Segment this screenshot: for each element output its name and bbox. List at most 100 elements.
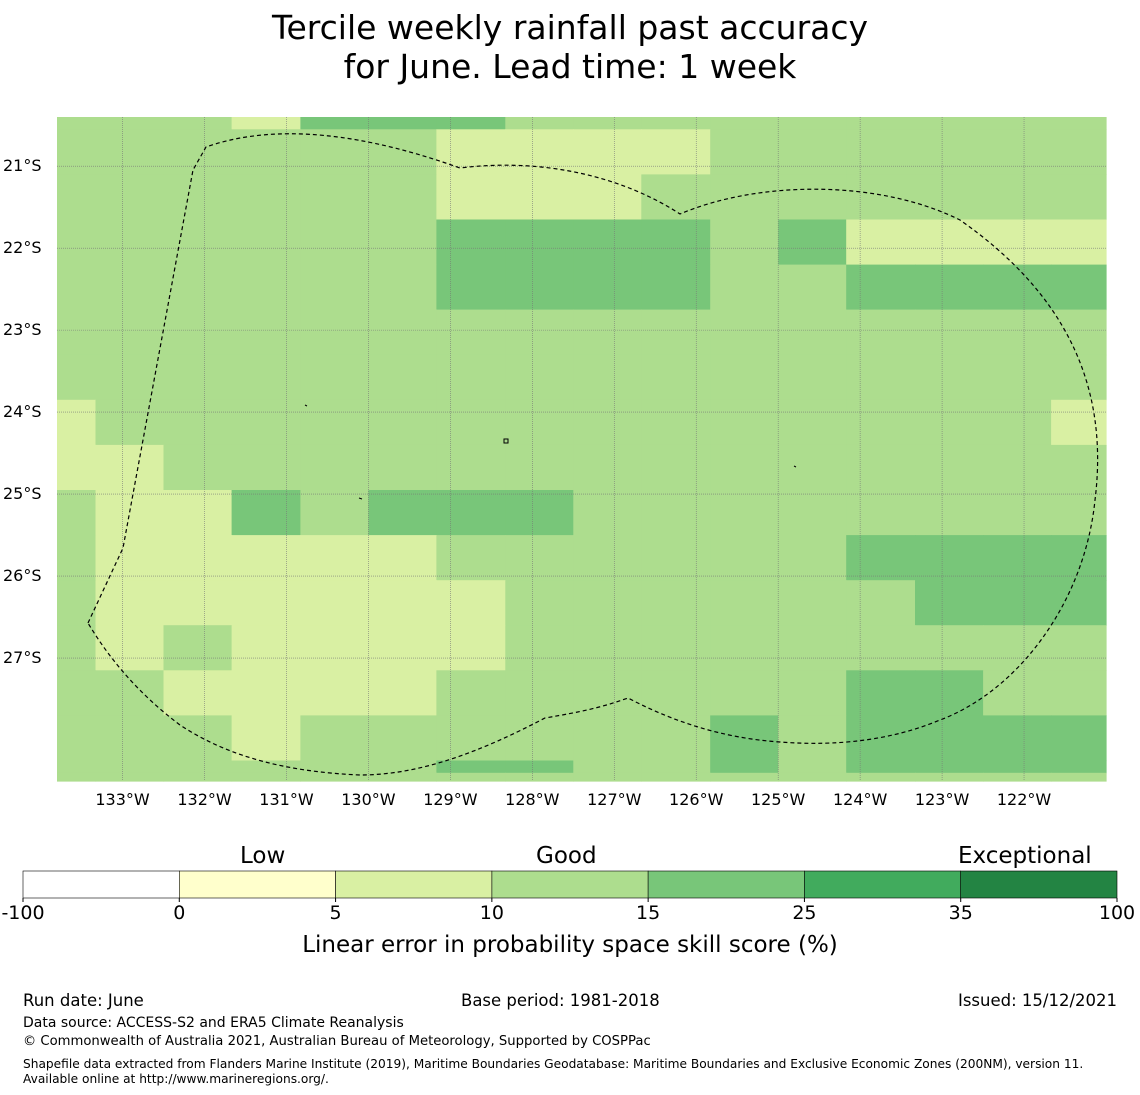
colorbar-swatch [960, 870, 1118, 899]
grid-cell [710, 490, 779, 536]
longitude-label: 126°W [669, 790, 724, 809]
colorbar-tick-label: 15 [636, 902, 661, 924]
grid-cell [163, 772, 233, 782]
grid-cell [778, 490, 847, 536]
grid-cell [983, 625, 1052, 671]
copyright: © Commonwealth of Australia 2021, Austra… [23, 1034, 651, 1049]
grid-cell [778, 580, 847, 626]
grid-cell [1051, 490, 1107, 536]
grid-cell [231, 219, 301, 266]
grid-cell [983, 670, 1052, 716]
title-line-2: for June. Lead time: 1 week [343, 47, 797, 86]
grid-cell [778, 264, 847, 311]
grid-cell [1051, 535, 1107, 581]
grid-cell [641, 715, 711, 762]
grid-cell [710, 444, 779, 491]
grid-cell [915, 174, 984, 221]
grid-cell [368, 174, 437, 221]
grid-cell [846, 715, 916, 762]
grid-cell [505, 444, 574, 491]
longitude-label: 129°W [423, 790, 478, 809]
grid-cell [915, 760, 984, 774]
grid-cell [778, 715, 847, 762]
grid-cell [641, 535, 711, 581]
grid-cell [505, 399, 574, 446]
longitude-label: 127°W [587, 790, 642, 809]
grid-cell [846, 219, 916, 266]
graticule [57, 117, 1106, 781]
grid-cell [710, 535, 779, 581]
grid-cell [573, 670, 642, 716]
grid-cell [436, 264, 506, 311]
grid-cell [436, 490, 506, 536]
grid-cell [436, 354, 506, 401]
latitude-label: 21°S [3, 156, 42, 176]
grid-cell [1051, 174, 1107, 221]
grid-cell [983, 219, 1052, 266]
colorbar-tick-label: 100 [1098, 902, 1136, 924]
grid-cell [641, 354, 711, 401]
grid-cell [436, 535, 506, 581]
colorbar [22, 870, 1118, 902]
grid-cell [57, 625, 97, 671]
grid-cell [505, 772, 574, 782]
grid-cell [57, 490, 97, 536]
grid-cell [57, 219, 97, 266]
grid-cell [300, 219, 369, 266]
grid-cell [57, 399, 97, 446]
island-marks [304, 404, 797, 500]
grid-cell [983, 117, 1052, 130]
colorbar-swatch [22, 870, 180, 899]
grid-cell [300, 264, 369, 311]
grid-cell [573, 760, 642, 774]
grid-cell [436, 670, 506, 716]
island-mark [503, 438, 509, 444]
grid-cell [231, 580, 301, 626]
grid-cell [163, 490, 233, 536]
colorbar-swatch [335, 870, 493, 899]
grid-cell [505, 535, 574, 581]
grid-cell [436, 625, 506, 671]
grid-cell [163, 444, 233, 491]
grid-cell [983, 264, 1052, 311]
grid-cell [505, 264, 574, 311]
grid-cell [57, 309, 97, 356]
grid-cell [505, 129, 574, 175]
grid-cell [163, 399, 233, 446]
grid-cell [368, 580, 437, 626]
grid-cell [505, 625, 574, 671]
grid-cell [436, 399, 506, 446]
latitude-label: 23°S [3, 320, 42, 340]
grid-cell [778, 129, 847, 175]
grid-cell [95, 174, 165, 221]
grid-cell [983, 772, 1052, 782]
grid-cell [983, 535, 1052, 581]
grid-cell [778, 535, 847, 581]
colorbar-swatch [647, 870, 805, 899]
grid-cell [95, 219, 165, 266]
shapefile-credit: Shapefile data extracted from Flanders M… [23, 1057, 1084, 1086]
grid-cell [1051, 760, 1107, 774]
grid-cell [710, 117, 779, 130]
grid-cell [573, 219, 642, 266]
data-source: Data source: ACCESS-S2 and ERA5 Climate … [23, 1015, 404, 1031]
issued-date: Issued: 15/12/2021 [957, 991, 1117, 1010]
grid-cell [95, 670, 165, 716]
grid-cell [505, 580, 574, 626]
colorbar-tick-label: 5 [329, 902, 342, 924]
grid-cell [710, 625, 779, 671]
grid-cell [436, 715, 506, 762]
longitude-label: 122°W [996, 790, 1052, 809]
grid-cell [573, 535, 642, 581]
grid-cell [436, 219, 506, 266]
grid-cell [641, 264, 711, 311]
grid-cell [710, 309, 779, 356]
grid-cell [983, 399, 1052, 446]
category-exceptional: Exceptional [958, 843, 1092, 869]
eez-boundary [87, 133, 1099, 776]
grid-cell [95, 715, 165, 762]
grid-cell [778, 444, 847, 491]
grid-cell [505, 490, 574, 536]
grid-cell [1051, 625, 1107, 671]
grid-cell [778, 670, 847, 716]
